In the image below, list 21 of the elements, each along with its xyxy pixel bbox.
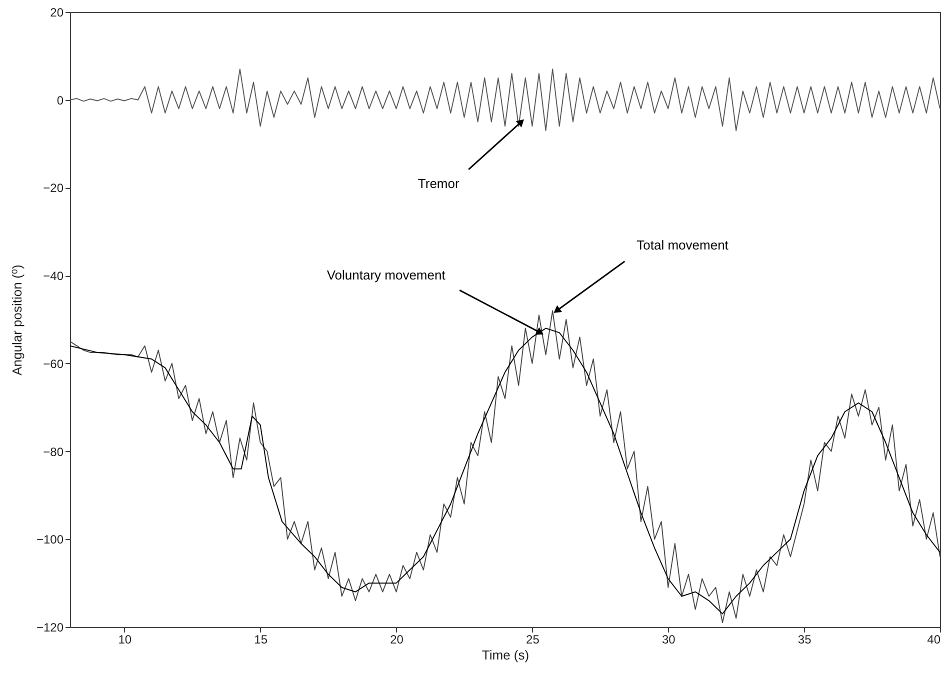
x-tick-label: 35: [798, 632, 812, 646]
y-tick-label: −60: [43, 356, 64, 371]
annotation: Tremor: [418, 176, 460, 191]
y-tick-label: 20: [50, 6, 64, 20]
y-axis-title: Angular position (⁰): [9, 264, 24, 376]
y-tick-label: 0: [56, 93, 64, 108]
line-series: [70, 68, 940, 132]
y-tick-label: −40: [43, 269, 64, 284]
y-tick-label: −100: [36, 532, 64, 547]
x-tick-label: 40: [927, 632, 941, 646]
x-tick-label: 25: [526, 632, 540, 646]
x-tick-label: 10: [118, 632, 132, 646]
annotation: Total movement: [636, 238, 729, 253]
x-tick-label: 30: [662, 632, 676, 646]
y-tick-label: −80: [43, 444, 64, 459]
y-tick-label: −20: [43, 181, 64, 196]
y-tick-label: −120: [36, 620, 64, 634]
x-tick-label: 15: [254, 632, 268, 646]
x-axis-title: Time (s): [482, 648, 530, 662]
x-tick-label: 20: [390, 632, 404, 646]
annotation: Voluntary movement: [326, 268, 446, 283]
